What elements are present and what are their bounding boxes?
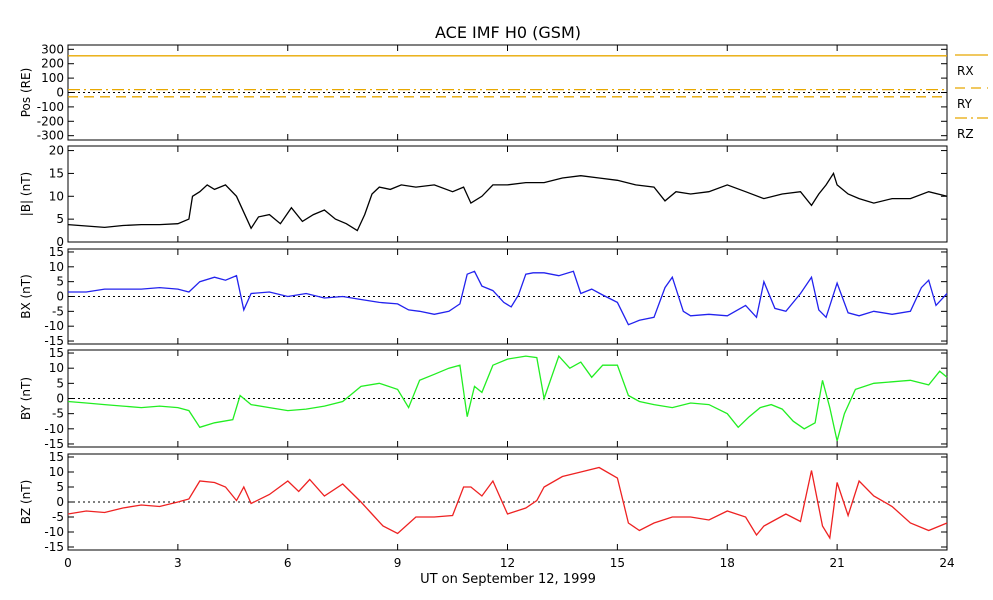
x-tick-label: 12 xyxy=(500,556,515,570)
y-tick-label: -10 xyxy=(44,422,64,436)
y-axis-label: BX (nT) xyxy=(19,274,33,319)
y-axis-label: BY (nT) xyxy=(19,377,33,420)
y-tick-label: -5 xyxy=(52,510,64,524)
y-tick-label: 0 xyxy=(56,392,64,406)
y-tick-label: 5 xyxy=(56,376,64,390)
y-tick-label: 0 xyxy=(56,495,64,509)
panel-frame xyxy=(67,145,948,243)
series-line-4-0 xyxy=(67,466,948,540)
legend-label-2: RZ xyxy=(957,127,974,141)
series-line-2-0 xyxy=(68,270,948,326)
series-line-1-0 xyxy=(67,171,948,232)
y-tick-label: 20 xyxy=(49,144,64,158)
y-tick-label: -100 xyxy=(37,100,64,114)
x-tick-label: 9 xyxy=(394,556,402,570)
x-tick-label: 15 xyxy=(610,556,625,570)
y-tick-label: 200 xyxy=(41,57,64,71)
y-tick-label: 15 xyxy=(49,245,64,259)
x-tick-label: 0 xyxy=(64,556,72,570)
y-tick-label: 300 xyxy=(41,42,64,56)
x-axis-ticks: 0 3 6 9 12 15 18 21 24 xyxy=(64,556,954,570)
y-tick-label: 100 xyxy=(41,71,64,85)
x-tick-label: 21 xyxy=(829,556,844,570)
y-tick-label: 10 xyxy=(49,361,64,375)
y-tick-label: -15 xyxy=(44,437,64,451)
y-tick-label: -15 xyxy=(44,334,64,348)
y-tick-label: 10 xyxy=(49,189,64,203)
y-tick-label: -15 xyxy=(44,540,64,554)
panel-1: 20 15 10 5 0 |B| (nT) xyxy=(19,144,948,249)
y-tick-label: 0 xyxy=(56,86,64,100)
y-tick-label: 10 xyxy=(49,260,64,274)
y-tick-label: 5 xyxy=(56,212,64,226)
y-tick-label: 15 xyxy=(49,166,64,180)
y-tick-label: -5 xyxy=(52,304,64,318)
x-tick-label: 3 xyxy=(174,556,182,570)
x-axis-label: UT on September 12, 1999 xyxy=(420,572,596,587)
y-tick-label: -10 xyxy=(44,525,64,539)
y-tick-label: 0 xyxy=(56,235,64,249)
y-tick-label: -300 xyxy=(37,129,64,143)
x-tick-label: 6 xyxy=(284,556,292,570)
y-tick-label: 0 xyxy=(56,290,64,304)
y-axis-label: Pos (RE) xyxy=(19,68,33,118)
x-tick-label: 18 xyxy=(720,556,735,570)
position-legend: RX RY RZ xyxy=(955,54,988,141)
y-tick-label: -5 xyxy=(52,407,64,421)
x-tick-label: 24 xyxy=(939,556,954,570)
y-tick-label: 15 xyxy=(49,346,64,360)
y-tick-label: -10 xyxy=(44,319,64,333)
y-tick-label: 5 xyxy=(56,275,64,289)
legend-label-1: RY xyxy=(957,97,973,111)
legend-label-0: RX xyxy=(957,64,974,78)
y-axis-label: |B| (nT) xyxy=(19,172,33,216)
y-tick-label: 10 xyxy=(49,465,64,479)
y-axis-label: BZ (nT) xyxy=(19,480,33,525)
y-tick-label: 15 xyxy=(49,450,64,464)
y-tick-label: 5 xyxy=(56,480,64,494)
series-line-3-0 xyxy=(67,354,948,442)
chart-title: ACE IMF H0 (GSM) xyxy=(435,23,581,42)
y-tick-label: -200 xyxy=(37,114,64,128)
